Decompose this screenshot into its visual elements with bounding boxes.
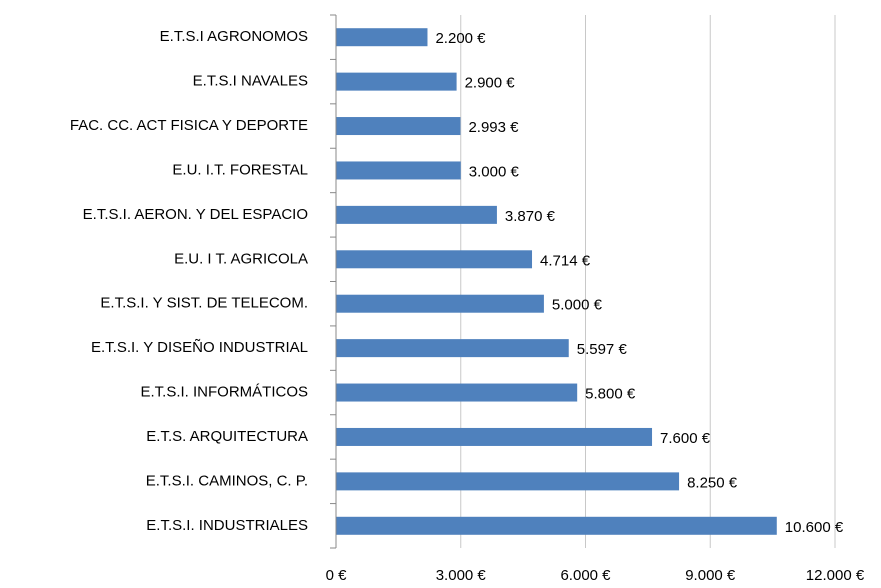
bar xyxy=(336,161,461,180)
bar xyxy=(336,72,457,91)
x-tick-label: 3.000 € xyxy=(436,567,487,584)
bar xyxy=(336,472,680,491)
value-label: 2.993 € xyxy=(468,119,519,136)
y-tick-label: E.T.S.I. CAMINOS, C. P. xyxy=(146,472,308,489)
x-tick-label: 12.000 € xyxy=(806,567,865,584)
value-label: 5.800 € xyxy=(585,386,636,403)
x-tick-label: 6.000 € xyxy=(560,567,611,584)
value-label: 4.714 € xyxy=(540,252,591,269)
value-label: 10.600 € xyxy=(785,519,844,536)
bar xyxy=(336,383,578,402)
bar xyxy=(336,516,777,535)
value-label: 5.597 € xyxy=(577,341,628,358)
value-label: 5.000 € xyxy=(552,297,603,314)
y-tick-label: E.U. I T. AGRICOLA xyxy=(174,250,308,267)
bar xyxy=(336,294,544,313)
x-tick-label: 0 € xyxy=(326,567,348,584)
bar xyxy=(336,117,461,136)
y-tick-label: E.T.S.I AGRONOMOS xyxy=(160,28,308,45)
x-tick-label: 9.000 € xyxy=(685,567,736,584)
value-label: 3.870 € xyxy=(505,208,556,225)
y-tick-label: E.T.S.I. INFORMÁTICOS xyxy=(140,384,308,401)
value-label: 2.900 € xyxy=(465,75,516,92)
y-tick-label: E.T.S.I. Y DISEÑO INDUSTRIAL xyxy=(91,339,308,356)
value-label: 3.000 € xyxy=(469,163,520,180)
y-tick-label: E.U. I.T. FORESTAL xyxy=(172,161,308,178)
value-label: 7.600 € xyxy=(660,430,711,447)
bar xyxy=(336,339,569,358)
y-tick-label: FAC. CC. ACT FISICA Y DEPORTE xyxy=(70,117,308,134)
bar xyxy=(336,250,533,269)
value-label: 2.200 € xyxy=(435,30,486,47)
bar xyxy=(336,28,428,47)
y-tick-label: E.T.S.I. INDUSTRIALES xyxy=(146,517,308,534)
y-tick-label: E.T.S. ARQUITECTURA xyxy=(146,428,308,445)
bar xyxy=(336,205,497,224)
bar xyxy=(336,427,653,446)
y-tick-label: E.T.S.I NAVALES xyxy=(193,73,308,90)
value-label: 8.250 € xyxy=(687,474,738,491)
y-tick-label: E.T.S.I. Y SIST. DE TELECOM. xyxy=(100,295,308,312)
y-tick-label: E.T.S.I. AERON. Y DEL ESPACIO xyxy=(83,206,308,223)
